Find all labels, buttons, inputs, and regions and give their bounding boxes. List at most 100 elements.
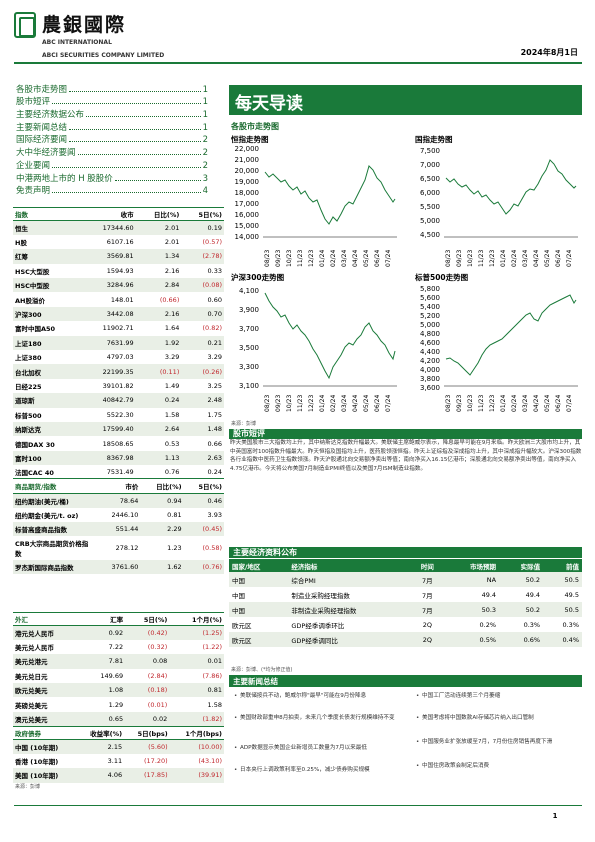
toc-item[interactable]: 企业要闻 2 <box>16 160 208 171</box>
svg-text:18,000: 18,000 <box>235 189 260 197</box>
toc-item[interactable]: 中港两地上市的 H 股股价 3 <box>16 173 208 184</box>
sp500-line <box>445 294 577 376</box>
hscei-chart: 7,500 7,000 6,500 6,000 5,500 5,000 4,50… <box>420 147 578 267</box>
news-item: 中国工厂活动连续第三个月萎缩 <box>416 692 580 701</box>
csi300-chart-title: 沪深300走势图 <box>231 273 285 282</box>
y-axis-labels: 7,500 7,000 6,500 6,000 5,500 5,000 4,50… <box>420 147 440 239</box>
y-axis-labels: 4,100 3,900 3,700 3,500 3,300 3,100 <box>239 287 259 390</box>
svg-text:08/23: 08/23 <box>264 250 271 267</box>
svg-text:05/24: 05/24 <box>544 250 551 267</box>
svg-text:04/24: 04/24 <box>352 250 359 267</box>
svg-text:19,000: 19,000 <box>235 178 260 186</box>
svg-text:05/24: 05/24 <box>544 395 551 412</box>
abci-logo-icon <box>14 12 36 38</box>
svg-text:09/23: 09/23 <box>275 250 282 267</box>
table-row: 德国DAX 30 18508.65 0.53 0.66 <box>13 436 224 451</box>
table-row: 美元兑日元 149.69 (2.84) (7.86) <box>13 668 224 684</box>
svg-text:01/24: 01/24 <box>319 395 326 412</box>
table-row: 标普高盛商品指数 551.44 2.29 (0.45) <box>13 522 224 536</box>
csi300-line <box>264 292 396 380</box>
svg-text:10/23: 10/23 <box>286 250 293 267</box>
svg-text:3,900: 3,900 <box>239 306 259 314</box>
svg-text:12/23: 12/23 <box>489 250 496 267</box>
svg-text:11/23: 11/23 <box>478 250 485 267</box>
news-item: 中国住房政策会制定后消费 <box>416 762 580 771</box>
table-of-contents: 各股市走势图 1 股市短评 1 主要经济数据公布 1 主要新闻总结 1 国际经济要闻 2 … <box>16 82 208 197</box>
table-row: 中国 制造业采购经理指数 7月 49.4 49.4 49.5 <box>232 590 579 600</box>
table-row: 英磅兑美元 1.29 (0.01) 1.58 <box>13 697 224 712</box>
svg-text:02/24: 02/24 <box>511 395 518 412</box>
news-item: 日本央行上调政策利率至0.25%，减少债券购买规模 <box>234 766 410 775</box>
hsi-line <box>264 165 396 225</box>
svg-text:09/23: 09/23 <box>456 250 463 267</box>
svg-text:3,100: 3,100 <box>239 382 259 390</box>
toc-item[interactable]: 主要经济数据公布 1 <box>16 110 208 121</box>
table-row: H股 6107.16 2.01 (0.57) <box>13 234 224 250</box>
svg-text:06/24: 06/24 <box>555 395 562 412</box>
svg-text:6,500: 6,500 <box>420 175 440 183</box>
table-row: 美国 (10年期) 4.06 (17.85) (39.91) <box>13 768 224 783</box>
svg-text:6,000: 6,000 <box>420 189 440 197</box>
economic-data-title: 主要经济资料公布 <box>229 547 582 558</box>
svg-text:01/24: 01/24 <box>500 395 507 412</box>
table-row: 中国 综合PMI 7月 NA 50.2 50.5 <box>229 572 582 587</box>
svg-text:12/23: 12/23 <box>308 395 315 412</box>
toc-item[interactable]: 免责声明 4 <box>16 186 208 197</box>
toc-item[interactable]: 股市短评 1 <box>16 97 208 108</box>
header-divider <box>14 62 582 64</box>
table-row: 纽约期油(美元/桶) 78.64 0.94 0.46 <box>13 493 224 508</box>
svg-text:3,600: 3,600 <box>420 384 440 392</box>
report-date: 2024年8月1日 <box>520 48 578 57</box>
svg-text:5,600: 5,600 <box>420 294 440 302</box>
svg-text:3,800: 3,800 <box>420 375 440 383</box>
svg-text:02/24: 02/24 <box>511 250 518 267</box>
table-row: AH股溢价 148.01 (0.66) 0.60 <box>13 292 224 307</box>
svg-text:14,000: 14,000 <box>235 233 260 241</box>
svg-text:21,000: 21,000 <box>235 156 260 164</box>
y-axis-labels: 22,000 21,000 20,000 19,000 18,000 17,00… <box>235 145 260 241</box>
svg-text:4,800: 4,800 <box>420 330 440 338</box>
toc-item[interactable]: 大中华经济要闻 2 <box>16 148 208 159</box>
table-header: 外汇 汇率 5日(%) 1个月(%) <box>13 612 224 626</box>
news-item: 中国服务业扩张放缓至7月，7月份住房销售再度下滑 <box>416 738 580 747</box>
toc-item[interactable]: 各股市走势图 1 <box>16 84 208 95</box>
table-row: 美元兑港元 7.81 0.08 0.01 <box>13 654 224 669</box>
svg-text:20,000: 20,000 <box>235 167 260 175</box>
svg-text:5,000: 5,000 <box>420 321 440 329</box>
svg-text:12/23: 12/23 <box>489 395 496 412</box>
table-row: 香港 (10年期) 3.11 (17.20) (43.10) <box>13 753 224 769</box>
svg-text:06/24: 06/24 <box>374 395 381 412</box>
hscei-line <box>445 159 577 215</box>
footer-divider <box>14 805 582 806</box>
svg-text:05/24: 05/24 <box>363 250 370 267</box>
daily-brief-banner: 每天导读 <box>229 85 582 115</box>
svg-text:5,500: 5,500 <box>420 203 440 211</box>
svg-text:3,500: 3,500 <box>239 344 259 352</box>
market-commentary: 昨天美国股市三大指数均上升，其中纳斯达克指数升幅最大。美联储主席鲍威尔表示，降息… <box>230 440 582 472</box>
svg-text:08/23: 08/23 <box>445 395 452 412</box>
y-axis-labels: 5,800 5,600 5,400 5,200 5,000 4,800 4,60… <box>420 285 440 392</box>
table-row: 台北加权 22199.35 (0.11) (0.26) <box>13 364 224 379</box>
table-row: HSC中型股 3284.96 2.84 (0.08) <box>13 278 224 293</box>
svg-text:07/24: 07/24 <box>566 250 573 267</box>
sp500-chart: 5,800 5,600 5,400 5,200 5,000 4,800 4,60… <box>420 285 578 412</box>
svg-text:5,800: 5,800 <box>420 285 440 293</box>
svg-text:04/24: 04/24 <box>533 250 540 267</box>
svg-text:5,400: 5,400 <box>420 303 440 311</box>
logo-english-line2: ABCI SECURITIES COMPANY LIMITED <box>42 52 165 59</box>
svg-text:02/24: 02/24 <box>330 395 337 412</box>
hsi-chart-title: 恒指走势图 <box>231 135 269 144</box>
svg-text:16,000: 16,000 <box>235 211 260 219</box>
table-row: 法国CAC 40 7531.49 0.76 0.24 <box>13 465 224 480</box>
table-row: 富时100 8367.98 1.13 2.63 <box>13 450 224 466</box>
toc-item[interactable]: 主要新闻总结 1 <box>16 122 208 133</box>
svg-text:17,000: 17,000 <box>235 200 260 208</box>
svg-text:08/23: 08/23 <box>264 395 271 412</box>
svg-text:4,000: 4,000 <box>420 366 440 374</box>
table-row: 欧元区 GDP经季调同比 2Q 0.5% 0.6% 0.4% <box>229 632 582 647</box>
toc-item[interactable]: 国际经济要闻 2 <box>16 135 208 146</box>
table-source-note: 来源：彭博 <box>15 784 41 790</box>
page-number: 1 <box>552 812 558 820</box>
svg-text:11/23: 11/23 <box>297 250 304 267</box>
svg-text:04/24: 04/24 <box>352 395 359 412</box>
